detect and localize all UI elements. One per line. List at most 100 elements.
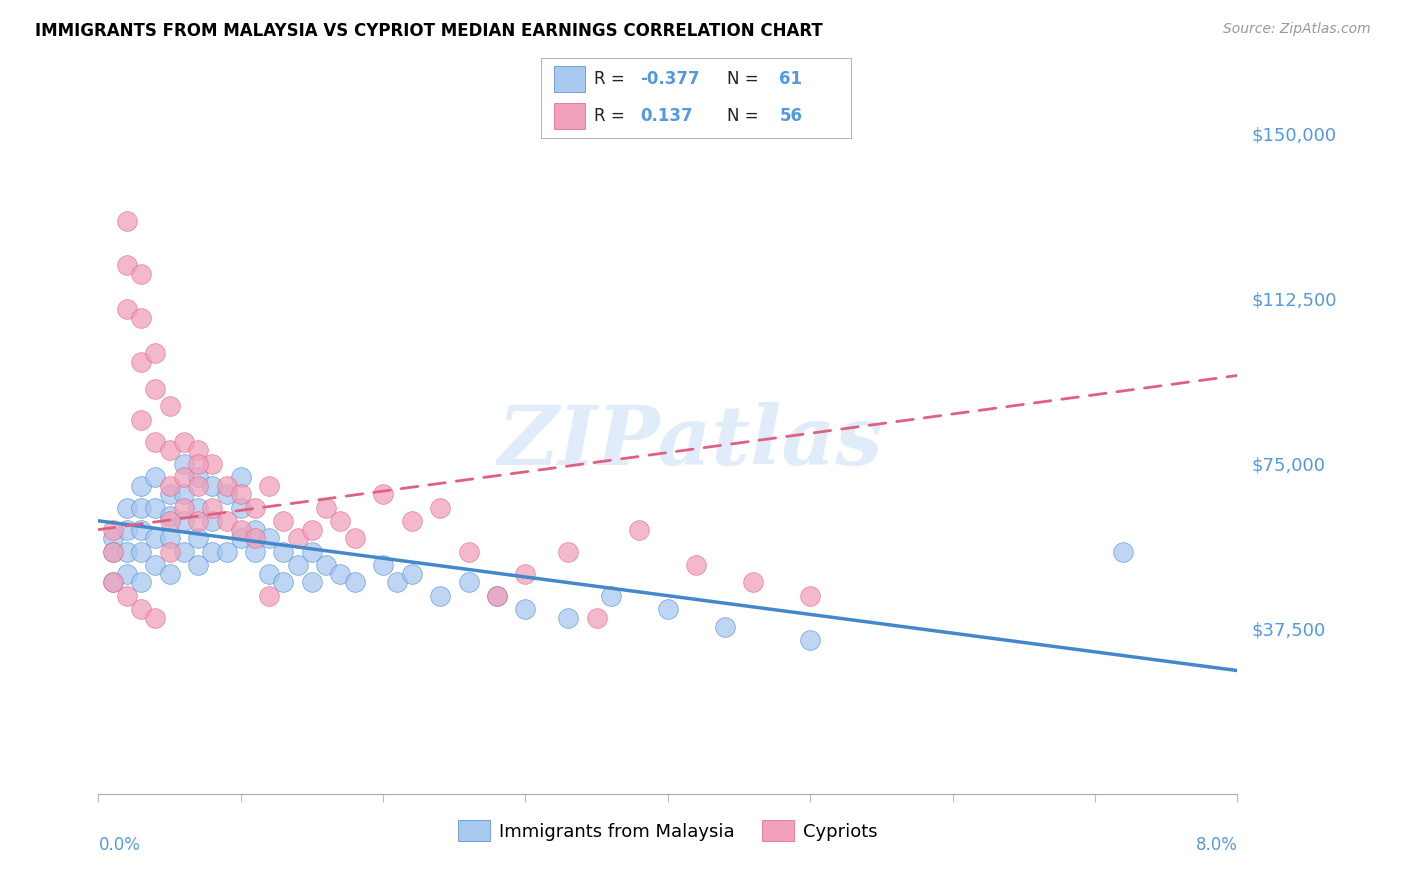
Text: Source: ZipAtlas.com: Source: ZipAtlas.com — [1223, 22, 1371, 37]
Point — [129, 602, 152, 616]
Point — [243, 500, 266, 515]
Point — [173, 544, 195, 558]
Point — [101, 575, 124, 590]
Point — [343, 532, 366, 546]
Point — [187, 478, 209, 492]
Text: -0.377: -0.377 — [640, 70, 700, 87]
Point — [315, 500, 337, 515]
Point — [515, 566, 537, 581]
Text: 56: 56 — [779, 107, 803, 125]
Text: 0.137: 0.137 — [640, 107, 693, 125]
Point — [229, 532, 252, 546]
Point — [101, 532, 124, 546]
Point — [145, 532, 167, 546]
Text: N =: N = — [727, 107, 763, 125]
Point — [115, 214, 138, 228]
Point — [1112, 544, 1135, 558]
Point — [301, 575, 323, 590]
Point — [115, 302, 138, 317]
Point — [159, 544, 181, 558]
Point — [129, 478, 152, 492]
Point — [215, 478, 238, 492]
Point — [187, 500, 209, 515]
Point — [557, 544, 579, 558]
Point — [329, 566, 352, 581]
Point — [115, 259, 138, 273]
FancyBboxPatch shape — [554, 66, 585, 92]
Point — [159, 400, 181, 414]
Text: ZIPatlas: ZIPatlas — [498, 401, 883, 482]
Point — [301, 544, 323, 558]
Point — [187, 532, 209, 546]
Point — [129, 500, 152, 515]
Point — [173, 434, 195, 449]
Legend: Immigrants from Malaysia, Cypriots: Immigrants from Malaysia, Cypriots — [450, 813, 886, 848]
Point — [173, 487, 195, 501]
Point — [201, 500, 224, 515]
Text: 8.0%: 8.0% — [1195, 836, 1237, 855]
Point — [259, 478, 281, 492]
Point — [243, 532, 266, 546]
Point — [273, 544, 295, 558]
Point — [187, 457, 209, 471]
Point — [401, 514, 423, 528]
Point — [457, 544, 479, 558]
Point — [215, 544, 238, 558]
Point — [486, 589, 509, 603]
Point — [429, 589, 451, 603]
Point — [115, 566, 138, 581]
Point — [101, 575, 124, 590]
Point — [101, 523, 124, 537]
Point — [129, 575, 152, 590]
Point — [628, 523, 651, 537]
Point — [714, 619, 737, 633]
Point — [187, 558, 209, 572]
Point — [371, 487, 394, 501]
Text: N =: N = — [727, 70, 763, 87]
Point — [585, 610, 607, 624]
Point — [387, 575, 409, 590]
Point — [259, 566, 281, 581]
Point — [229, 469, 252, 483]
Point — [201, 544, 224, 558]
Point — [159, 443, 181, 458]
Text: 61: 61 — [779, 70, 803, 87]
Point — [799, 632, 821, 647]
Point — [315, 558, 337, 572]
Point — [401, 566, 423, 581]
Point — [215, 487, 238, 501]
Point — [201, 457, 224, 471]
Point — [115, 589, 138, 603]
Text: R =: R = — [593, 70, 630, 87]
Point — [159, 509, 181, 524]
Point — [159, 566, 181, 581]
Point — [159, 532, 181, 546]
FancyBboxPatch shape — [554, 103, 585, 128]
Text: 0.0%: 0.0% — [98, 836, 141, 855]
Point — [159, 487, 181, 501]
Point — [159, 478, 181, 492]
Point — [129, 412, 152, 426]
Point — [187, 469, 209, 483]
Point — [145, 346, 167, 360]
Point — [273, 514, 295, 528]
Point — [287, 558, 309, 572]
Point — [343, 575, 366, 590]
Point — [145, 469, 167, 483]
Point — [259, 532, 281, 546]
Point — [457, 575, 479, 590]
Point — [329, 514, 352, 528]
Point — [129, 311, 152, 326]
Point — [259, 589, 281, 603]
Point — [129, 267, 152, 281]
Point — [229, 487, 252, 501]
Point — [685, 558, 707, 572]
Point — [173, 457, 195, 471]
Point — [173, 500, 195, 515]
Point — [145, 558, 167, 572]
Point — [515, 602, 537, 616]
Point — [657, 602, 679, 616]
Point — [429, 500, 451, 515]
Point — [201, 478, 224, 492]
Point — [600, 589, 623, 603]
